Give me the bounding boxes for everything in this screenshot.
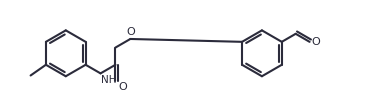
Text: O: O (126, 27, 135, 37)
Text: NH: NH (101, 75, 117, 85)
Text: O: O (118, 82, 127, 92)
Text: O: O (312, 37, 320, 47)
